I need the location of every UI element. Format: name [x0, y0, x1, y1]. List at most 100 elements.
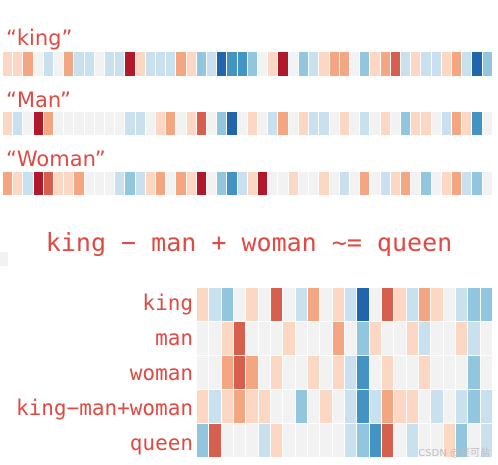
vector-cell	[125, 172, 136, 195]
vector-cell	[166, 112, 177, 135]
heatmap-cell	[233, 322, 247, 355]
heatmap-cell	[394, 288, 407, 321]
vector-cell	[400, 52, 412, 76]
vector-cell	[349, 172, 361, 195]
vector-cell	[186, 172, 197, 195]
vector-cell	[482, 172, 493, 195]
label-king: “king”	[6, 26, 73, 50]
vector-cell	[278, 112, 289, 135]
vector-cell	[421, 172, 432, 195]
vector-cell	[329, 112, 340, 135]
heatmap-cell	[344, 322, 358, 355]
vector-cell	[360, 52, 371, 76]
vector-cell	[390, 52, 401, 76]
heatmap-row	[197, 322, 493, 355]
vector-cell	[441, 172, 452, 195]
vector-cell	[380, 172, 391, 195]
heatmap-cell	[320, 322, 333, 355]
vector-cell	[84, 52, 95, 76]
vector-cell	[258, 112, 269, 135]
vector-cell	[339, 52, 350, 76]
vector-cell	[145, 112, 157, 135]
heatmap-cell	[406, 424, 419, 457]
heatmap-cell	[295, 288, 308, 321]
vector-cell	[482, 112, 493, 135]
vector-cell	[64, 172, 75, 195]
heatmap-cell	[221, 424, 234, 457]
heatmap-cell	[418, 390, 432, 423]
vector-cell	[23, 52, 34, 76]
vector-cell	[339, 112, 350, 135]
vector-cell	[411, 52, 422, 76]
vector-cell	[156, 172, 167, 195]
heatmap-cell	[258, 322, 271, 355]
vector-cell	[217, 112, 228, 135]
heatmap-row-label-man: man	[155, 326, 193, 350]
heatmap-cell	[431, 390, 444, 423]
heatmap-cell	[283, 322, 296, 355]
vector-cell	[217, 52, 228, 76]
heatmap-cell	[197, 424, 210, 457]
heatmap-cell	[283, 356, 296, 389]
vector-cell	[472, 112, 483, 135]
vector-cell	[43, 172, 55, 195]
vector-cell	[431, 112, 442, 135]
vector-cell	[441, 52, 452, 76]
heatmap-cell	[320, 424, 333, 457]
heatmap-row-label-queen: queen	[129, 431, 193, 455]
heatmap-cell	[344, 390, 358, 423]
heatmap-cell	[221, 356, 234, 389]
vector-cell	[115, 112, 126, 135]
vector-cell	[319, 172, 330, 195]
heatmap-cell	[369, 424, 382, 457]
vector-cell	[43, 52, 55, 76]
vector-cell	[105, 112, 116, 135]
heatmap-cell	[357, 356, 370, 389]
heatmap-cell	[307, 322, 321, 355]
heatmap-cell	[406, 288, 419, 321]
vector-cell	[268, 112, 279, 135]
vector-cell	[278, 52, 289, 76]
heatmap-cell	[394, 356, 407, 389]
heatmap-cell	[455, 390, 469, 423]
vector-strip-king	[3, 52, 493, 76]
heatmap-cell	[394, 390, 407, 423]
heatmap-cell	[258, 390, 271, 423]
heatmap-cell	[320, 356, 333, 389]
heatmap-cell	[307, 288, 321, 321]
vector-cell	[196, 112, 208, 135]
heatmap-cell	[344, 424, 358, 457]
vector-cell	[84, 172, 95, 195]
heatmap-cell	[369, 322, 382, 355]
heatmap-cell	[381, 424, 395, 457]
heatmap-row	[197, 288, 493, 321]
heatmap-cell	[455, 322, 469, 355]
vector-cell	[94, 52, 106, 76]
vector-cell	[227, 52, 238, 76]
vector-cell	[247, 112, 259, 135]
heatmap-cell	[270, 356, 284, 389]
heatmap-cell	[369, 356, 382, 389]
vector-cell	[288, 172, 299, 195]
heatmap-cell	[307, 356, 321, 389]
vector-cell	[64, 52, 75, 76]
heatmap-cell	[221, 288, 234, 321]
heatmap-cell	[480, 424, 493, 457]
vector-cell	[74, 172, 85, 195]
vector-cell	[441, 112, 452, 135]
heatmap-cell	[270, 390, 284, 423]
heatmap-cell	[332, 288, 345, 321]
heatmap-cell	[468, 322, 481, 355]
heatmap-cell	[209, 424, 222, 457]
heatmap-cell	[480, 390, 493, 423]
vector-cell	[370, 112, 381, 135]
vector-cell	[74, 112, 85, 135]
heatmap-cell	[332, 356, 345, 389]
heatmap-cell	[233, 424, 247, 457]
vector-cell	[411, 172, 422, 195]
heatmap-cell	[295, 424, 308, 457]
vector-cell	[33, 52, 44, 76]
vector-cell	[105, 172, 116, 195]
heatmap-row-label-king: king	[142, 291, 193, 315]
vector-cell	[329, 52, 340, 76]
